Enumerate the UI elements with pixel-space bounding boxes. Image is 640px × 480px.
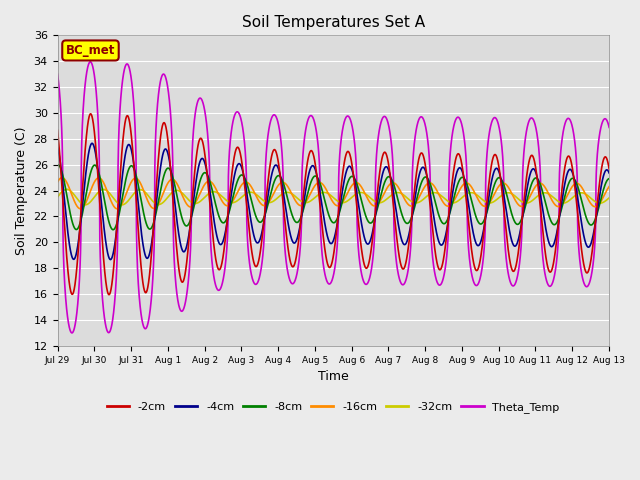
-8cm <box>446 209 454 215</box>
Line: -32cm: -32cm <box>58 189 640 205</box>
-2cm <box>435 265 442 271</box>
Theta_Temp <box>446 152 454 158</box>
-4cm <box>446 206 454 212</box>
-4cm <box>106 257 114 263</box>
-32cm <box>63 186 70 192</box>
Theta_Temp <box>435 281 442 287</box>
-16cm <box>435 191 442 196</box>
-4cm <box>515 236 522 242</box>
-2cm <box>515 249 522 254</box>
X-axis label: Time: Time <box>318 370 349 383</box>
-2cm <box>54 127 61 133</box>
-16cm <box>489 195 497 201</box>
-8cm <box>54 162 62 168</box>
-32cm <box>515 196 522 202</box>
-16cm <box>58 175 66 180</box>
-4cm <box>156 175 163 181</box>
-8cm <box>506 204 513 209</box>
-4cm <box>88 141 96 146</box>
-32cm <box>156 202 163 207</box>
Line: -4cm: -4cm <box>58 144 640 260</box>
Theta_Temp <box>86 59 94 65</box>
-2cm <box>105 292 113 298</box>
Theta_Temp <box>54 72 61 77</box>
-32cm <box>489 199 497 205</box>
-2cm <box>156 147 163 153</box>
Theta_Temp <box>156 86 163 92</box>
-8cm <box>515 221 522 227</box>
-4cm <box>54 144 61 150</box>
-4cm <box>435 237 442 243</box>
Line: Theta_Temp: Theta_Temp <box>58 62 640 333</box>
-4cm <box>489 174 497 180</box>
-8cm <box>489 188 497 194</box>
Line: -16cm: -16cm <box>58 178 640 209</box>
Text: BC_met: BC_met <box>66 44 115 57</box>
-8cm <box>435 211 442 216</box>
-16cm <box>54 179 61 185</box>
Theta_Temp <box>68 330 76 336</box>
-8cm <box>54 162 61 168</box>
-2cm <box>87 111 95 117</box>
Legend: -2cm, -4cm, -8cm, -16cm, -32cm, Theta_Temp: -2cm, -4cm, -8cm, -16cm, -32cm, Theta_Te… <box>102 398 564 418</box>
-32cm <box>446 200 454 205</box>
-16cm <box>156 200 163 206</box>
Theta_Temp <box>515 268 522 274</box>
Line: -8cm: -8cm <box>58 165 640 230</box>
-16cm <box>515 202 522 208</box>
Line: -2cm: -2cm <box>58 114 640 295</box>
-2cm <box>446 199 454 204</box>
Y-axis label: Soil Temperature (C): Soil Temperature (C) <box>15 126 28 255</box>
-16cm <box>446 203 454 208</box>
Title: Soil Temperatures Set A: Soil Temperatures Set A <box>242 15 425 30</box>
-32cm <box>81 202 89 208</box>
-32cm <box>54 194 61 200</box>
-8cm <box>109 227 117 233</box>
-16cm <box>113 206 121 212</box>
-2cm <box>506 257 513 263</box>
-4cm <box>506 229 513 235</box>
-16cm <box>506 187 513 192</box>
Theta_Temp <box>489 117 497 123</box>
-2cm <box>489 157 497 163</box>
Theta_Temp <box>506 277 513 283</box>
-8cm <box>156 195 163 201</box>
-32cm <box>506 190 513 196</box>
-32cm <box>435 191 442 196</box>
